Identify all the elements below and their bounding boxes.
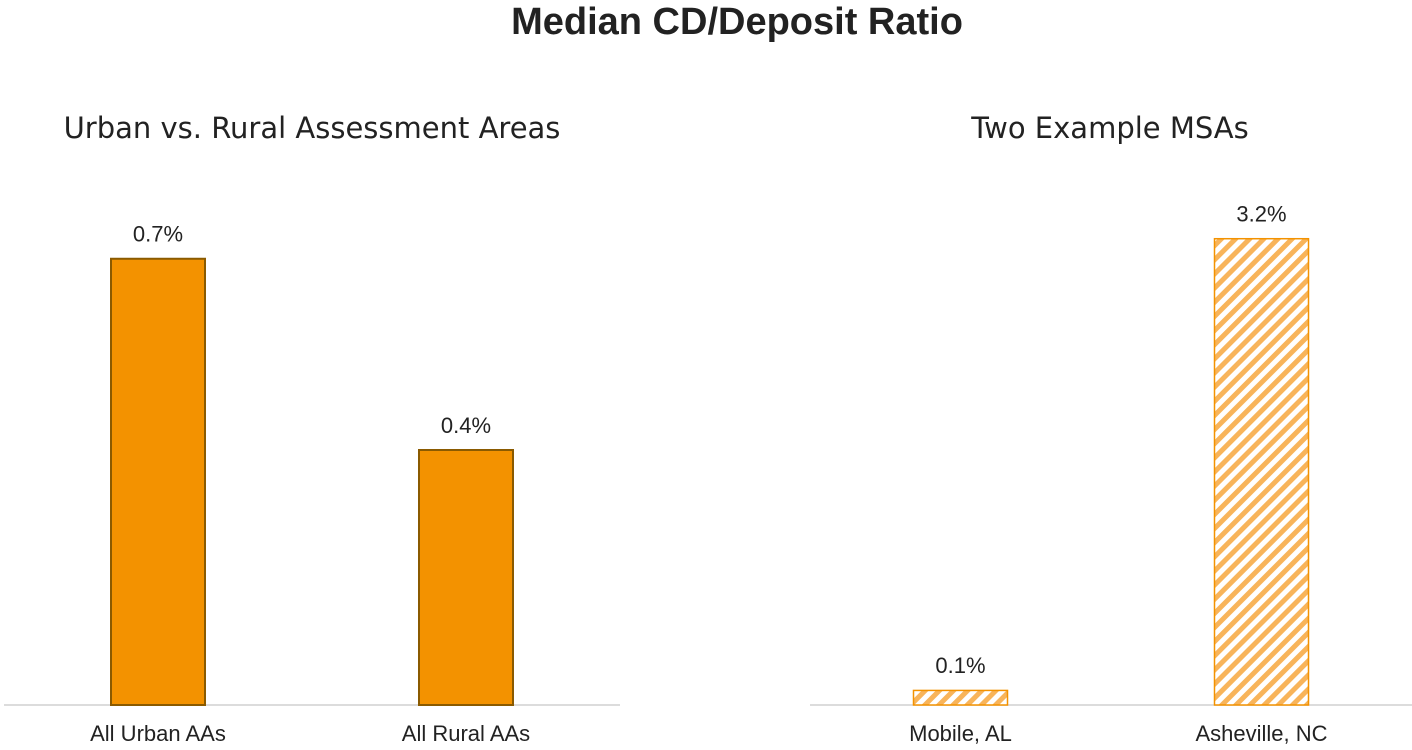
- value-label: 0.7%: [133, 222, 183, 247]
- subplot-title: Two Example MSAs: [970, 111, 1249, 145]
- value-label: 3.2%: [1236, 202, 1286, 227]
- value-label: 0.4%: [441, 413, 491, 438]
- chart-title: Median CD/Deposit Ratio: [511, 1, 963, 43]
- bar: [912, 689, 1009, 706]
- subplot-title: Urban vs. Rural Assessment Areas: [64, 111, 561, 145]
- x-tick-label: Asheville, NC: [1195, 721, 1327, 746]
- value-label: 0.1%: [935, 653, 985, 678]
- bar: [418, 449, 514, 706]
- x-tick-label: All Urban AAs: [90, 721, 226, 746]
- bar: [110, 257, 206, 706]
- x-tick-label: All Rural AAs: [402, 721, 530, 746]
- bar: [1213, 237, 1310, 706]
- x-tick-label: Mobile, AL: [909, 721, 1012, 746]
